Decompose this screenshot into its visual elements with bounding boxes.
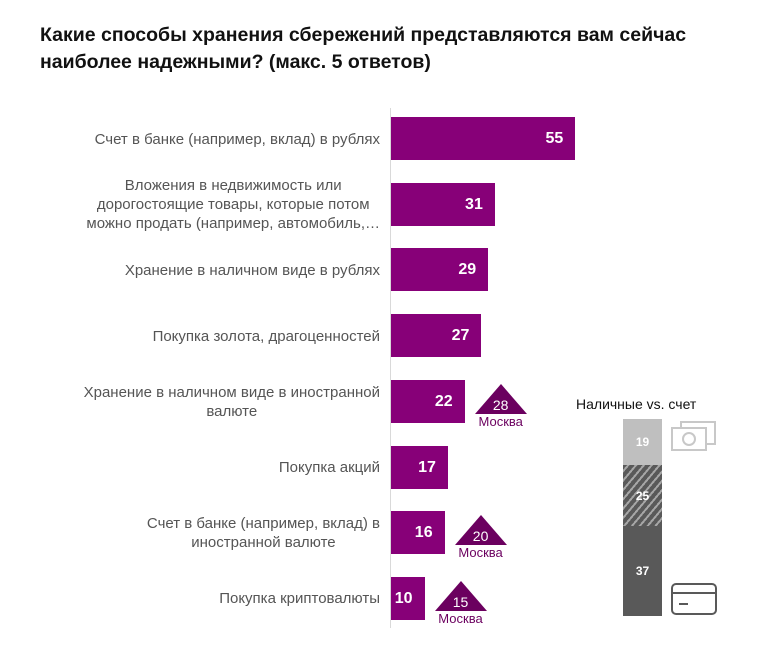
moscow-marker-label: Москва: [438, 610, 483, 626]
moscow-marker-label: Москва: [458, 545, 503, 561]
bar: [391, 248, 489, 292]
category-label: Покупка акций: [278, 459, 380, 476]
bar-value-label: 22: [434, 392, 453, 410]
stacked-bar-title: Наличные vs. счет: [576, 396, 697, 412]
bar-value-label: 29: [458, 261, 477, 279]
category-label: Счет в банке (например, вклад) в рублях: [94, 130, 380, 148]
bar-value-label: 16: [414, 524, 433, 542]
bar: [391, 314, 482, 358]
bar: [391, 117, 576, 160]
bar: [391, 445, 448, 489]
moscow-marker-triangle: [434, 580, 487, 611]
chart-title: Какие способы хранения сбережений предст…: [40, 24, 687, 73]
bar: [391, 576, 425, 620]
moscow-marker-label: Москва: [478, 413, 523, 429]
category-label: Хранение в наличном виде в рублях: [124, 261, 380, 279]
y-axis-line: [390, 108, 391, 628]
stacked-segment: 25: [623, 465, 662, 526]
category-label: Покупка золота, драгоценностей: [152, 327, 380, 345]
bar-value-label: 10: [394, 589, 413, 607]
bar: [391, 182, 495, 226]
bar-value-label: 27: [451, 327, 470, 345]
bar: [391, 379, 465, 423]
moscow-marker-value: 20: [472, 528, 489, 545]
category-label: Вложения в недвижимость или дорогостоящие…: [86, 177, 380, 233]
cash-icon: [671, 421, 716, 451]
card-icon: [671, 583, 717, 615]
moscow-marker-triangle: [454, 515, 507, 546]
bar-value-label: 55: [545, 130, 564, 147]
category-label: Счет в банке (например, вклад) в иностран…: [146, 515, 380, 552]
bar-value-label: 17: [418, 458, 436, 476]
bar: [391, 511, 445, 555]
bar-value-label: 31: [465, 195, 483, 213]
moscow-marker-value: 15: [452, 593, 469, 610]
stacked-segment: 19: [623, 419, 662, 466]
category-label: Покупка криптовалюты: [219, 590, 380, 608]
moscow-marker-value: 28: [492, 396, 509, 413]
category-label: Хранение в наличном виде в иностранной ва…: [83, 383, 380, 420]
moscow-marker-triangle: [474, 383, 527, 414]
stacked-segment: 37: [623, 526, 662, 616]
